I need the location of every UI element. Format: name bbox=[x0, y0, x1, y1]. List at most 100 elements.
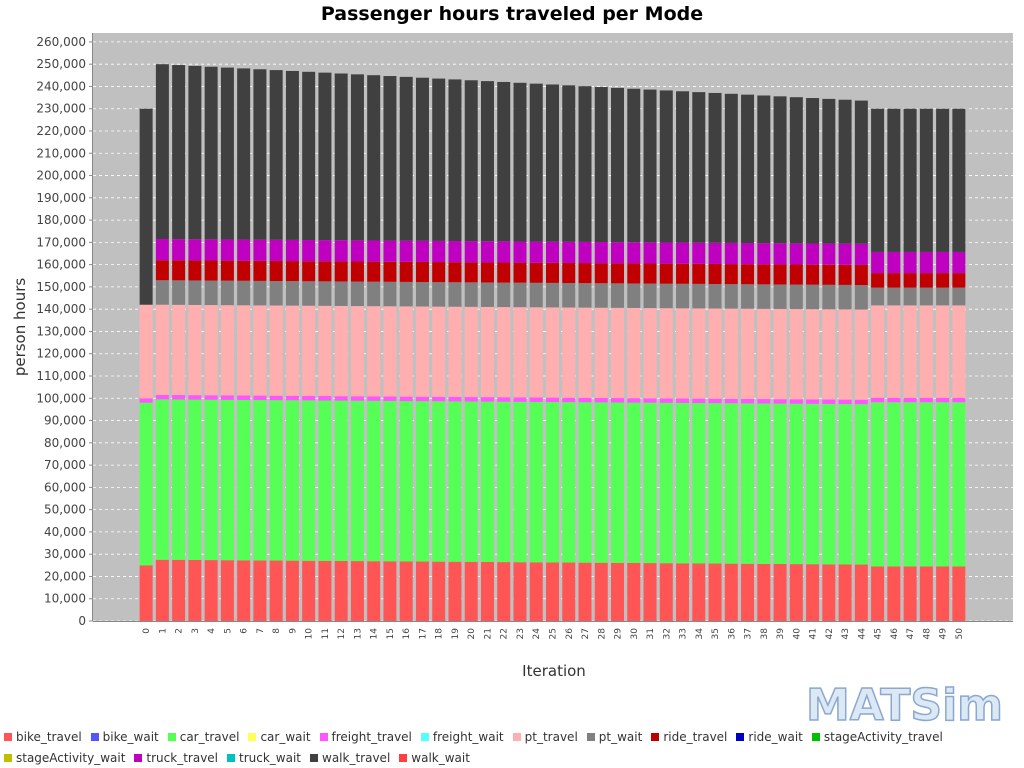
bar-segment bbox=[789, 403, 803, 565]
bar-segment bbox=[611, 283, 625, 308]
bar-segment bbox=[578, 562, 592, 621]
bar-segment bbox=[383, 76, 397, 241]
bar-segment bbox=[919, 566, 933, 621]
bar-segment bbox=[854, 399, 868, 405]
legend-label: ride_travel bbox=[663, 729, 728, 744]
bar-segment bbox=[903, 305, 917, 398]
bar-segment bbox=[237, 395, 251, 400]
bar-segment bbox=[562, 241, 576, 263]
x-tick-label: 26 bbox=[565, 628, 575, 640]
bar-segment bbox=[464, 241, 478, 263]
bar-segment bbox=[952, 251, 966, 274]
y-tick-label: 0 bbox=[78, 614, 86, 628]
bar-segment bbox=[936, 108, 950, 252]
x-tick-label: 9 bbox=[288, 628, 298, 634]
bar-segment bbox=[887, 566, 901, 621]
legend-label: truck_wait bbox=[239, 750, 302, 765]
x-tick-label: 16 bbox=[402, 628, 412, 640]
bar-segment bbox=[676, 402, 690, 564]
x-tick-label: 40 bbox=[792, 628, 802, 640]
bar-segment bbox=[611, 87, 625, 243]
y-tick-label: 60,000 bbox=[44, 480, 86, 494]
bar-segment bbox=[269, 400, 283, 561]
bar-segment bbox=[253, 69, 267, 240]
y-tick-label: 20,000 bbox=[44, 569, 86, 583]
bar-segment bbox=[350, 561, 364, 621]
bar-segment bbox=[757, 308, 771, 400]
legend-label: pt_wait bbox=[598, 729, 643, 744]
bar-segment bbox=[383, 396, 397, 401]
x-tick-label: 13 bbox=[353, 628, 363, 639]
x-tick-label: 5 bbox=[223, 628, 233, 634]
bar-segment bbox=[806, 284, 820, 310]
bar-segment bbox=[773, 563, 787, 621]
bar-segment bbox=[432, 262, 446, 283]
legend-item: truck_travel bbox=[134, 747, 218, 768]
legend-item: pt_wait bbox=[586, 726, 643, 747]
x-tick-label: 45 bbox=[874, 628, 884, 639]
x-tick-label: 46 bbox=[890, 628, 900, 640]
bar-segment bbox=[318, 305, 332, 397]
bar-segment bbox=[497, 307, 511, 398]
bar-segment bbox=[692, 563, 706, 621]
bar-segment bbox=[529, 241, 543, 263]
x-tick-label: 1 bbox=[158, 628, 168, 634]
x-tick-label: 47 bbox=[906, 628, 916, 639]
bar-segment bbox=[464, 401, 478, 562]
bar-segment bbox=[513, 82, 527, 242]
bar-segment bbox=[383, 561, 397, 621]
bar-segment bbox=[480, 401, 494, 562]
y-tick-label: 90,000 bbox=[44, 414, 86, 428]
bar-segment bbox=[806, 309, 820, 400]
bar-segment bbox=[285, 400, 299, 561]
bar-segment bbox=[838, 404, 852, 565]
bar-segment bbox=[155, 394, 169, 400]
bar-segment bbox=[480, 397, 494, 402]
bar-segment bbox=[513, 401, 527, 563]
bar-segment bbox=[562, 562, 576, 621]
bar-segment bbox=[432, 78, 446, 241]
bar-segment bbox=[952, 287, 966, 306]
legend-swatch bbox=[319, 732, 328, 741]
bar-segment bbox=[724, 563, 738, 621]
bar-segment bbox=[220, 280, 234, 306]
bar-segment bbox=[643, 563, 657, 621]
bar-segment bbox=[741, 398, 755, 404]
bar-segment bbox=[643, 402, 657, 564]
bar-segment bbox=[139, 398, 153, 403]
bar-segment bbox=[237, 239, 251, 261]
legend-label: walk_wait bbox=[411, 750, 470, 765]
bar-segment bbox=[383, 281, 397, 307]
bar-segment bbox=[334, 396, 348, 401]
bar-segment bbox=[643, 263, 657, 284]
y-tick-label: 40,000 bbox=[44, 525, 86, 539]
legend-label: freight_wait bbox=[432, 729, 504, 744]
x-tick-label: 24 bbox=[532, 628, 542, 640]
legend-swatch bbox=[420, 732, 429, 741]
bar-segment bbox=[155, 559, 169, 621]
bar-segment bbox=[692, 242, 706, 264]
bar-segment bbox=[253, 280, 267, 306]
bar-segment bbox=[139, 108, 153, 305]
bar-segment bbox=[432, 401, 446, 562]
legend-item: bike_wait bbox=[90, 726, 159, 747]
bar-segment bbox=[318, 281, 332, 306]
bar-segment bbox=[594, 397, 608, 403]
legend-item: freight_wait bbox=[420, 726, 504, 747]
bar-segment bbox=[237, 560, 251, 621]
bar-segment bbox=[350, 281, 364, 307]
x-tick-label: 48 bbox=[922, 628, 932, 640]
bar-segment bbox=[464, 306, 478, 398]
legend-item: ride_wait bbox=[736, 726, 803, 747]
legend: bike_travel bike_wait car_travel car_wait fr… bbox=[4, 726, 1014, 768]
legend-item: ride_travel bbox=[651, 726, 727, 747]
legend-label: stageActivity_travel bbox=[823, 729, 943, 744]
x-tick-label: 8 bbox=[272, 628, 282, 634]
bar-segment bbox=[285, 261, 299, 282]
legend-item: walk_wait bbox=[399, 747, 470, 768]
bar-segment bbox=[480, 241, 494, 263]
bar-segment bbox=[497, 262, 511, 283]
legend-item: bike_travel bbox=[4, 726, 82, 747]
bar-segment bbox=[302, 395, 316, 401]
